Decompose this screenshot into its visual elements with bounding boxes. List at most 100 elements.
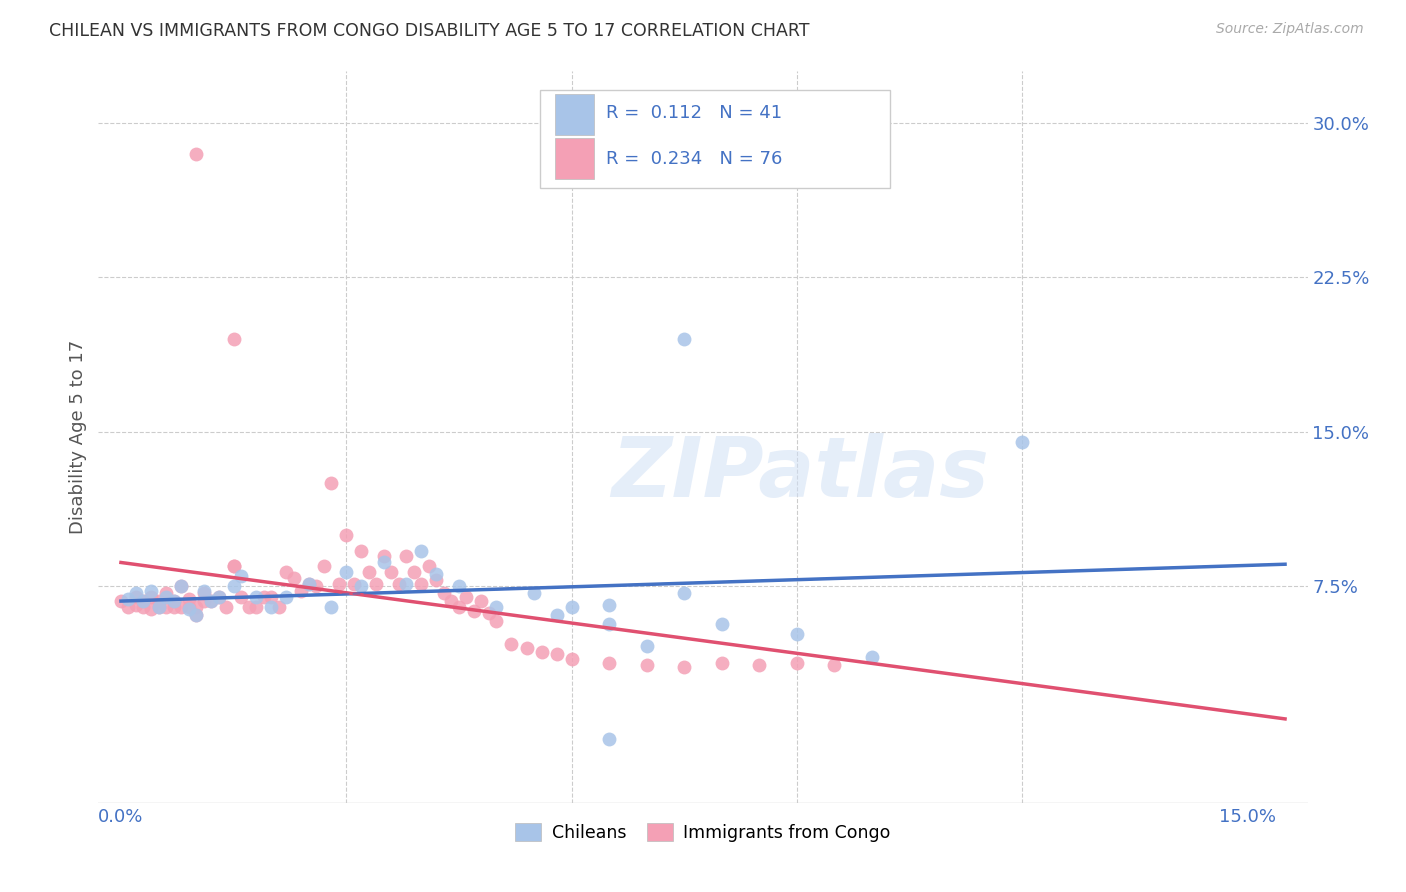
Point <box>373 555 395 569</box>
Point <box>350 544 373 558</box>
Point <box>267 600 290 615</box>
Point <box>276 565 298 579</box>
Point <box>222 579 245 593</box>
Point <box>260 590 283 604</box>
Point <box>117 591 139 606</box>
FancyBboxPatch shape <box>555 138 595 179</box>
Point <box>786 656 808 670</box>
Text: CHILEAN VS IMMIGRANTS FROM CONGO DISABILITY AGE 5 TO 17 CORRELATION CHART: CHILEAN VS IMMIGRANTS FROM CONGO DISABIL… <box>49 22 810 40</box>
Point <box>598 731 620 746</box>
Point <box>673 660 696 674</box>
Point <box>673 585 696 599</box>
FancyBboxPatch shape <box>555 94 595 135</box>
Point <box>321 476 343 491</box>
Point <box>786 627 808 641</box>
Point <box>222 558 245 573</box>
Point <box>155 600 177 615</box>
Point <box>229 569 252 583</box>
Point <box>748 657 770 672</box>
Point <box>229 590 252 604</box>
Point <box>207 590 229 604</box>
Point <box>155 590 177 604</box>
Point <box>162 594 184 608</box>
Point <box>245 590 267 604</box>
Point <box>598 656 620 670</box>
Point <box>253 590 276 604</box>
Point <box>207 590 229 604</box>
Point <box>501 637 523 651</box>
Point <box>530 645 553 659</box>
Point <box>132 594 155 608</box>
Point <box>117 600 139 615</box>
Point <box>598 598 620 612</box>
Point <box>184 608 207 623</box>
Point <box>425 574 447 588</box>
Point <box>447 579 470 593</box>
Text: Source: ZipAtlas.com: Source: ZipAtlas.com <box>1216 22 1364 37</box>
Point <box>523 585 546 599</box>
Point <box>148 600 170 615</box>
Point <box>162 594 184 608</box>
Point <box>546 608 568 623</box>
Text: R =  0.234   N = 76: R = 0.234 N = 76 <box>606 150 783 168</box>
Point <box>447 600 470 615</box>
Point <box>170 579 193 593</box>
Point <box>312 558 335 573</box>
Point <box>139 590 162 604</box>
Point <box>463 604 485 618</box>
Point <box>170 579 193 593</box>
Point <box>222 332 245 346</box>
Point <box>485 615 508 629</box>
Point <box>125 590 148 604</box>
Text: ZIPatlas: ZIPatlas <box>610 434 988 514</box>
Point <box>222 558 245 573</box>
Y-axis label: Disability Age 5 to 17: Disability Age 5 to 17 <box>69 340 87 534</box>
Point <box>132 600 155 615</box>
Text: R =  0.112   N = 41: R = 0.112 N = 41 <box>606 104 782 122</box>
Point <box>260 600 283 615</box>
Point <box>636 657 658 672</box>
Point <box>673 332 696 346</box>
Point <box>357 565 380 579</box>
Point <box>125 585 148 599</box>
Point <box>193 585 215 599</box>
Point <box>215 600 238 615</box>
Point <box>433 585 456 599</box>
Point <box>411 544 433 558</box>
Point <box>276 590 298 604</box>
Point <box>245 600 267 615</box>
Point <box>177 591 200 606</box>
Point <box>366 577 388 591</box>
Point <box>177 600 200 615</box>
Point <box>470 594 492 608</box>
Point <box>321 600 343 615</box>
Point <box>162 600 184 615</box>
Point <box>290 583 312 598</box>
Point <box>155 585 177 599</box>
Point <box>238 600 260 615</box>
Point <box>395 549 418 563</box>
Point <box>177 602 200 616</box>
Point <box>478 606 501 620</box>
Point <box>388 577 411 591</box>
FancyBboxPatch shape <box>540 90 890 188</box>
Point <box>373 549 395 563</box>
Point <box>380 565 402 579</box>
Point <box>328 577 350 591</box>
Point <box>193 594 215 608</box>
Point <box>184 146 207 161</box>
Point <box>636 639 658 653</box>
Point <box>425 567 447 582</box>
Point <box>561 651 583 665</box>
Point <box>200 594 222 608</box>
Point <box>343 577 366 591</box>
Point <box>710 616 733 631</box>
Point <box>710 656 733 670</box>
Point <box>139 583 162 598</box>
Point <box>170 600 193 615</box>
Point <box>148 600 170 615</box>
Point <box>598 616 620 631</box>
Point <box>305 579 328 593</box>
Point <box>823 657 845 672</box>
Point <box>125 598 148 612</box>
